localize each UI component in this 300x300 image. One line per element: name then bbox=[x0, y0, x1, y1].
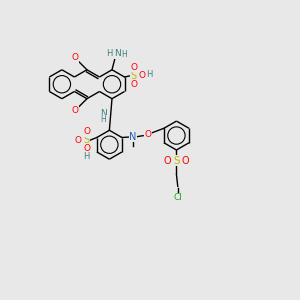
Text: N: N bbox=[114, 50, 121, 58]
Text: O: O bbox=[75, 136, 82, 145]
Text: S: S bbox=[131, 71, 137, 81]
Text: O: O bbox=[72, 53, 79, 62]
Text: O: O bbox=[72, 106, 79, 115]
Text: O: O bbox=[145, 130, 152, 139]
Text: H: H bbox=[106, 50, 112, 58]
Text: H: H bbox=[100, 115, 106, 124]
Text: N: N bbox=[100, 109, 107, 118]
Text: S: S bbox=[173, 156, 180, 166]
Text: Cl: Cl bbox=[173, 193, 182, 202]
Text: O: O bbox=[130, 63, 137, 72]
Text: O: O bbox=[182, 156, 190, 166]
Text: N: N bbox=[129, 132, 136, 142]
Text: O: O bbox=[164, 156, 171, 166]
Text: H: H bbox=[146, 70, 152, 80]
Text: O: O bbox=[83, 144, 90, 153]
Text: H: H bbox=[122, 50, 128, 59]
Text: H: H bbox=[83, 152, 90, 161]
Text: O: O bbox=[139, 71, 146, 80]
Text: O: O bbox=[83, 127, 90, 136]
Text: O: O bbox=[130, 80, 137, 88]
Text: S: S bbox=[84, 135, 90, 145]
